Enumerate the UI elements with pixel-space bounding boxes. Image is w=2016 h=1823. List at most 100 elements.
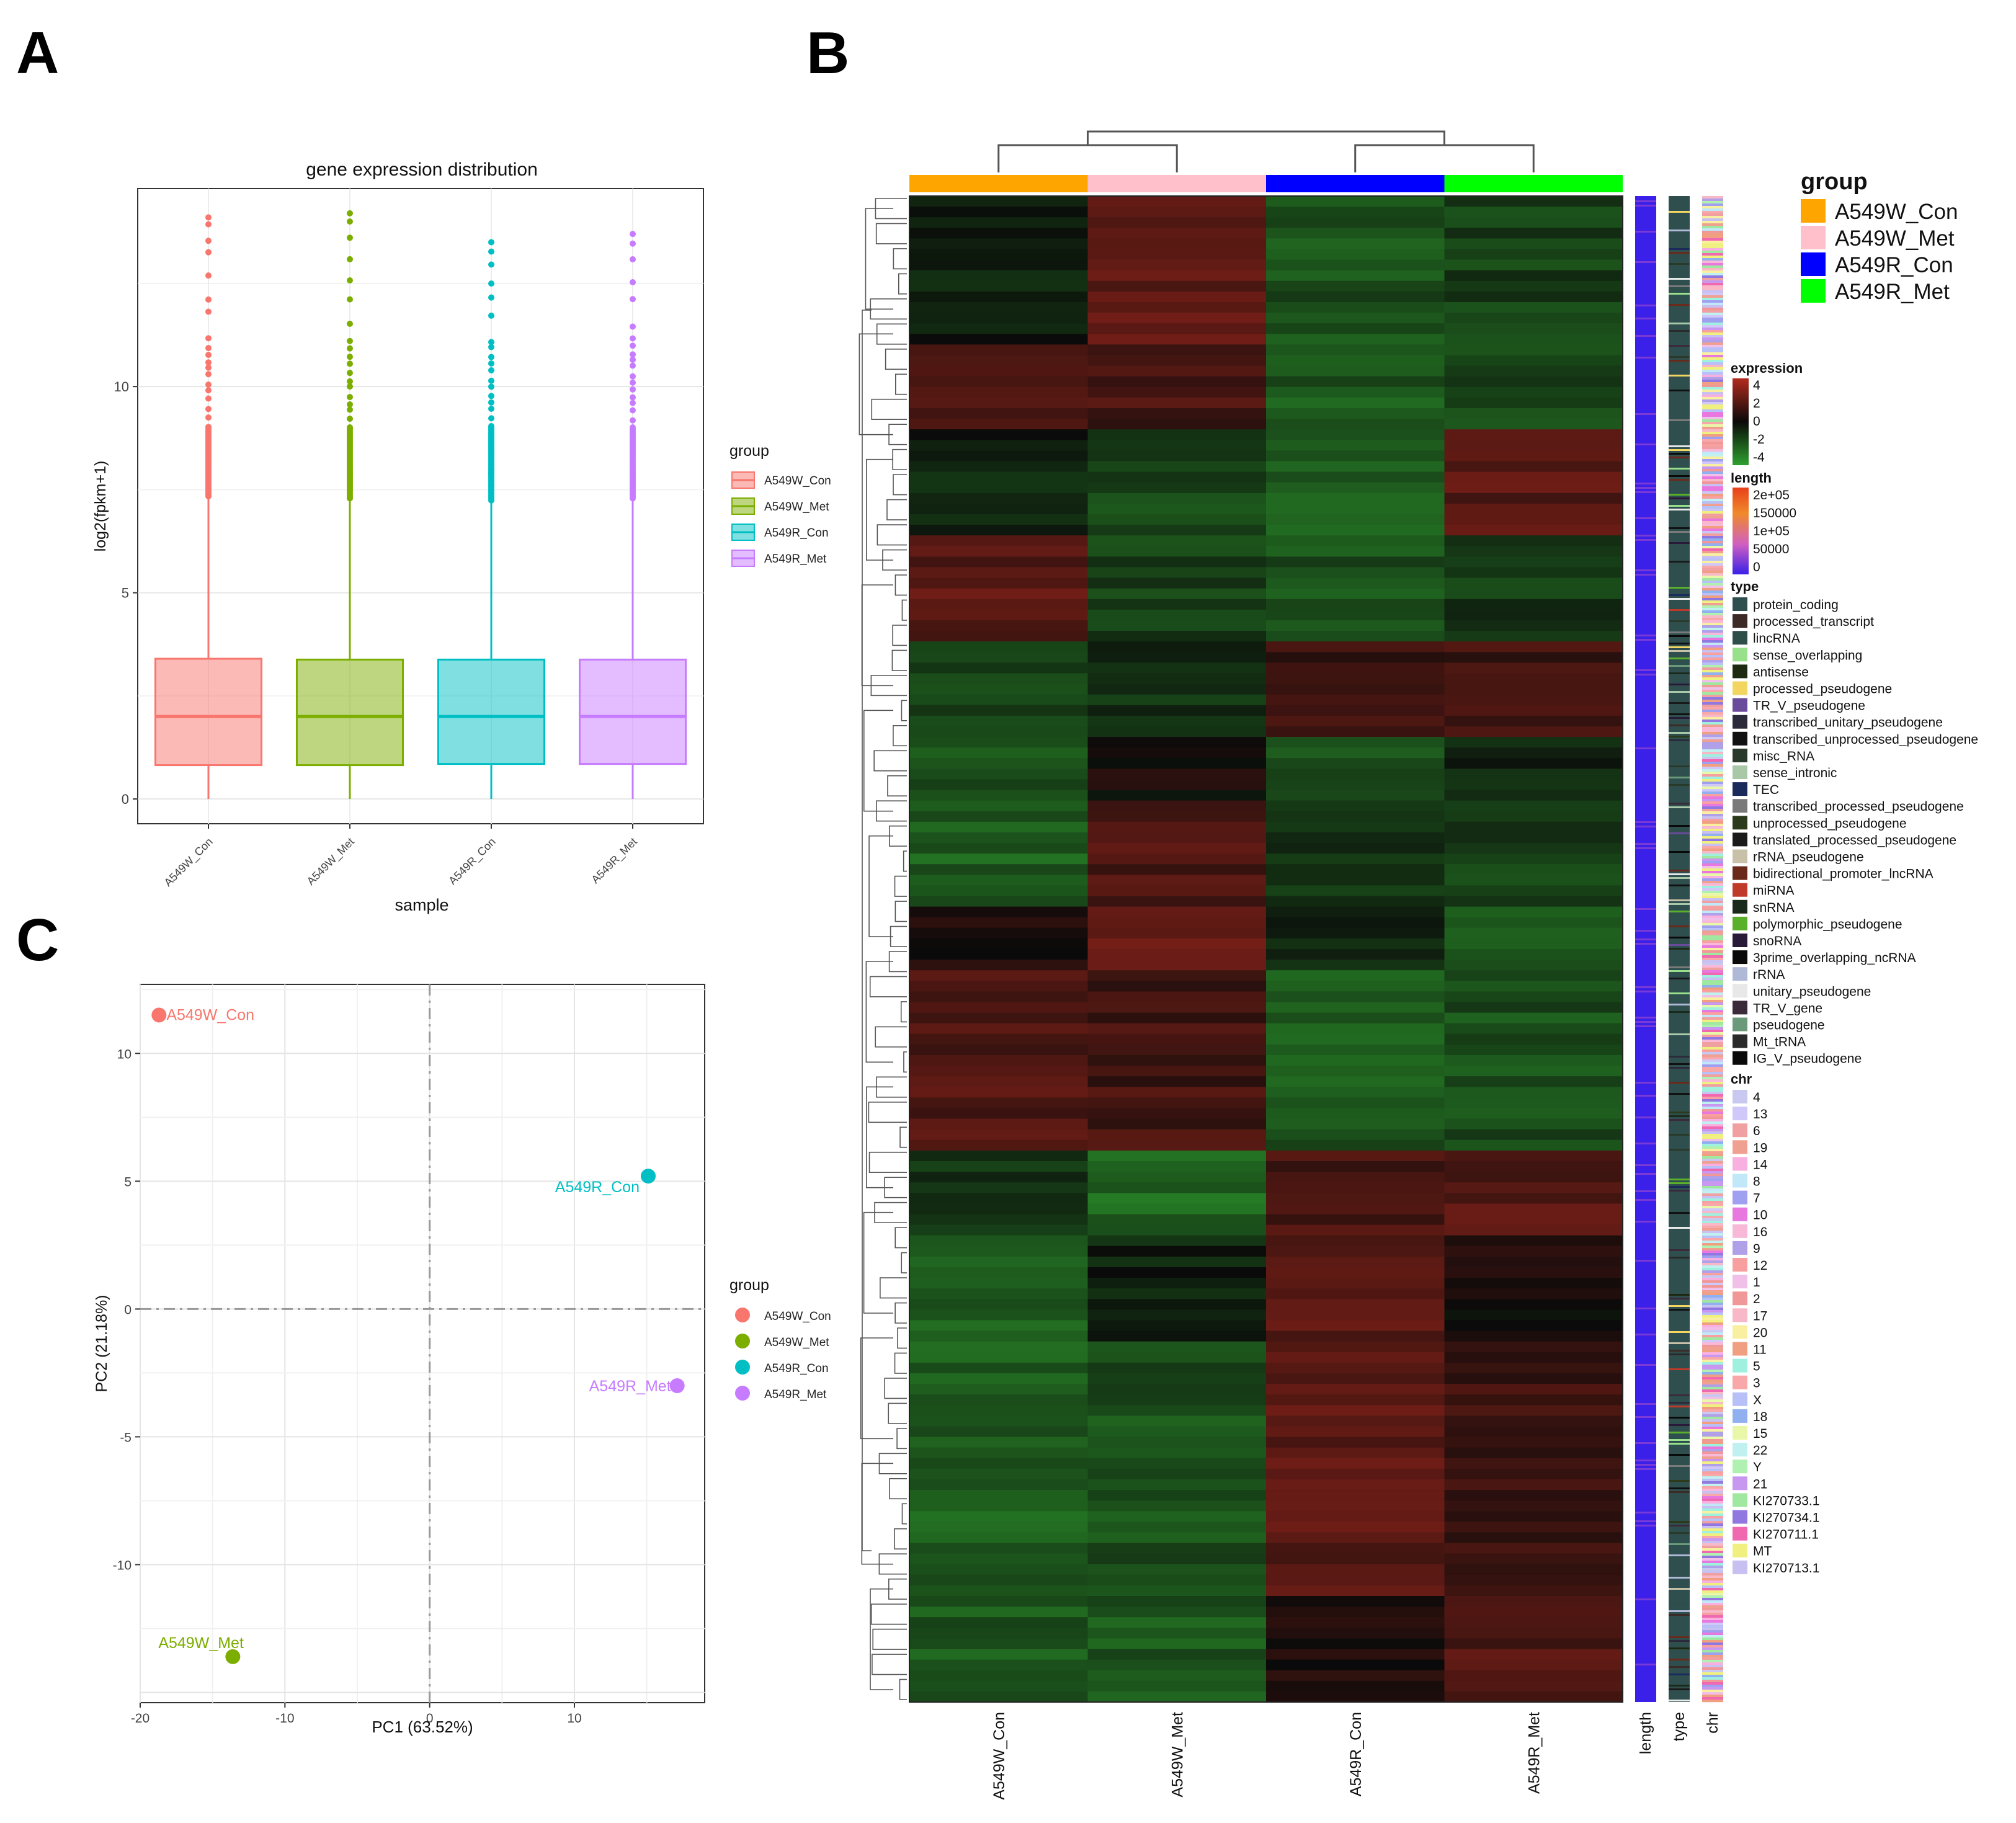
chr-stripe: [1702, 1489, 1723, 1492]
chr-stripe: [1702, 1518, 1723, 1522]
outlier-point: [488, 406, 494, 412]
chr-legend-key: [1733, 1140, 1747, 1154]
heatmap-cell: [909, 1118, 1088, 1130]
chr-stripe: [1702, 868, 1723, 871]
heatmap-cell: [1444, 291, 1623, 303]
legend-label: A549R_Con: [764, 527, 829, 540]
heatmap-cell: [1266, 1596, 1445, 1607]
heatmap-cell: [909, 800, 1088, 812]
chr-stripe: [1702, 1566, 1723, 1569]
chr-stripe: [1702, 600, 1723, 604]
chr-stripe: [1702, 1273, 1723, 1276]
chr-stripe: [1702, 1561, 1723, 1564]
chr-stripe: [1702, 762, 1723, 765]
heatmap-cell: [1087, 1532, 1267, 1544]
heatmap-cell: [1444, 1362, 1623, 1374]
chr-legend-label: 5: [1753, 1360, 1760, 1374]
chr-stripe: [1702, 362, 1723, 365]
type-legend-key: [1733, 816, 1747, 830]
type-stripe: [1669, 1674, 1690, 1675]
chr-stripe: [1702, 1647, 1723, 1651]
heatmap-cell: [1266, 1129, 1445, 1141]
heatmap-cell: [909, 249, 1088, 261]
heatmap-cell: [1444, 981, 1623, 992]
type-stripe: [1669, 1417, 1690, 1419]
chr-stripe: [1702, 1005, 1723, 1008]
chr-stripe: [1702, 1231, 1723, 1234]
type-legend-label: IG_V_pseudogene: [1753, 1052, 1862, 1066]
heatmap-cell: [1444, 1596, 1623, 1607]
group-legend-key: [1801, 199, 1826, 223]
heatmap-cell: [1266, 1224, 1445, 1236]
heatmap-cell: [1266, 429, 1445, 440]
chr-stripe: [1702, 223, 1723, 226]
chr-stripe: [1702, 1040, 1723, 1043]
chr-stripe: [1702, 1513, 1723, 1517]
heatmap-cell: [909, 949, 1088, 960]
type-stripe: [1669, 330, 1690, 332]
heatmap-cell: [1444, 1246, 1623, 1257]
chr-legend-key: [1733, 1275, 1747, 1289]
chr-stripe: [1702, 1208, 1723, 1211]
chr-stripe: [1702, 265, 1723, 269]
heatmap-cell: [909, 1384, 1088, 1395]
heatmap-cell: [1444, 525, 1623, 536]
heatmap-cell: [909, 196, 1088, 207]
chr-stripe: [1702, 608, 1723, 611]
heatmap-cell: [1444, 259, 1623, 271]
chr-stripe: [1702, 1154, 1723, 1157]
chr-stripe: [1702, 1541, 1723, 1544]
heatmap-cell: [1444, 1118, 1623, 1130]
heatmap-cell: [909, 609, 1088, 621]
row-tree-branch: [892, 625, 907, 646]
chr-stripe: [1702, 1313, 1723, 1316]
heatmap-cell: [1087, 864, 1267, 875]
heatmap-cell: [1444, 1288, 1623, 1299]
chr-stripe: [1702, 720, 1723, 723]
chr-stripe: [1702, 1695, 1723, 1698]
heatmap-cell: [1266, 1426, 1445, 1438]
outlier-point: [205, 406, 212, 412]
heatmap-cell: [1444, 1617, 1623, 1628]
chr-stripe: [1702, 997, 1723, 1001]
heatmap-cell: [909, 854, 1088, 865]
chr-stripe: [1702, 417, 1723, 420]
heatmap-cell: [1266, 747, 1445, 759]
chr-stripe: [1702, 834, 1723, 837]
outlier-point: [347, 354, 353, 360]
heatmap-cell: [909, 228, 1088, 239]
chr-stripe: [1702, 241, 1723, 244]
chr-stripe: [1702, 1067, 1723, 1070]
chr-stripe: [1702, 226, 1723, 229]
length-tick: 150000: [1753, 506, 1796, 520]
heatmap-cell: [1444, 1638, 1623, 1650]
heatmap-cell: [1266, 1468, 1445, 1480]
heatmap-cell: [1444, 249, 1623, 261]
x-tick-label: A549W_Con: [162, 836, 216, 889]
type-stripe: [1669, 1063, 1690, 1065]
heatmap-cell: [1087, 843, 1267, 854]
row-tree-branch: [899, 1126, 907, 1148]
col-tree-branch: [1354, 144, 1535, 172]
type-legend-key: [1733, 866, 1747, 880]
heatmap-cell: [1266, 1553, 1445, 1565]
type-stripe: [1669, 248, 1690, 250]
heatmap-cell: [909, 1129, 1088, 1141]
chr-stripe: [1702, 1623, 1723, 1626]
chr-stripe: [1702, 1025, 1723, 1028]
heatmap-cell: [1087, 1097, 1267, 1109]
chr-stripe: [1702, 1370, 1723, 1373]
heatmap-cell: [1444, 514, 1623, 525]
heatmap-cell: [1087, 1564, 1267, 1576]
chr-stripe: [1702, 1504, 1723, 1507]
heatmap-cell: [1266, 864, 1445, 875]
heatmap-cell: [909, 1076, 1088, 1087]
heatmap-cell: [1087, 1299, 1267, 1310]
heatmap-cell: [1087, 652, 1267, 663]
chr-stripe: [1702, 1288, 1723, 1291]
heatmap-cell: [1444, 270, 1623, 282]
x-tick-label: 0: [426, 1711, 434, 1726]
outlier-point: [488, 393, 494, 399]
heatmap-cell: [1087, 1033, 1267, 1045]
